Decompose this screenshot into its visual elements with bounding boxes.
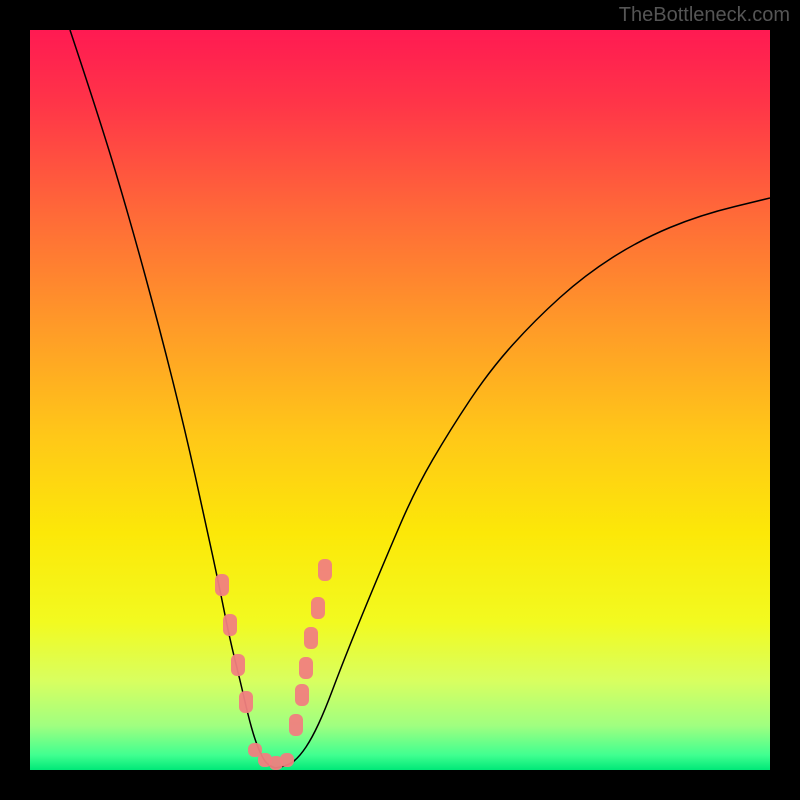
chart-area — [30, 30, 770, 770]
marker-point — [299, 657, 313, 679]
curve-right — [275, 198, 770, 768]
gpu-markers — [215, 559, 332, 770]
chart-container: TheBottleneck.com — [0, 0, 800, 800]
marker-point — [304, 627, 318, 649]
marker-point — [295, 684, 309, 706]
marker-point — [231, 654, 245, 676]
watermark-text: TheBottleneck.com — [619, 4, 790, 27]
marker-point — [280, 753, 294, 767]
bottleneck-curves — [30, 30, 770, 770]
marker-point — [215, 574, 229, 596]
marker-point — [289, 714, 303, 736]
marker-point — [311, 597, 325, 619]
marker-point — [318, 559, 332, 581]
marker-point — [239, 691, 253, 713]
marker-point — [223, 614, 237, 636]
